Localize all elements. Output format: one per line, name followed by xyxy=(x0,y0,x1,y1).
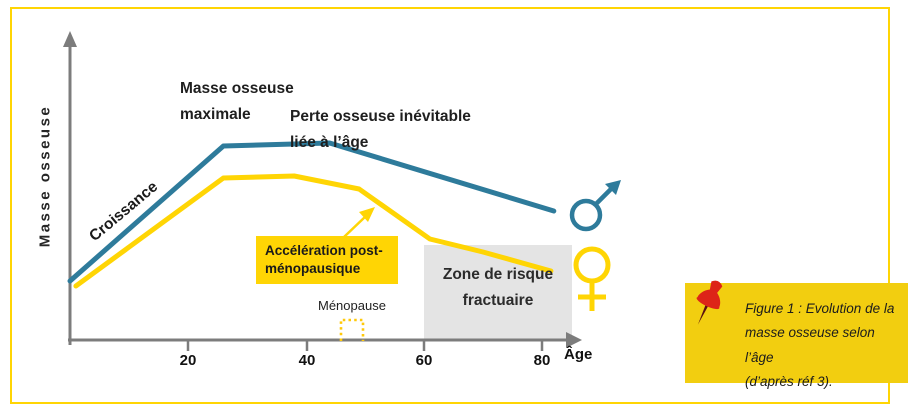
x-tick-label-80: 80 xyxy=(533,352,551,369)
menopause-bracket xyxy=(339,318,365,341)
pushpin-icon xyxy=(696,280,723,325)
x-axis xyxy=(68,332,582,351)
menopause-label: Ménopause xyxy=(318,298,386,313)
post-menopausal-acceleration-callout: Accélération post-ménopausique xyxy=(256,236,398,285)
y-axis-label: Masse osseuse xyxy=(36,104,54,248)
figure-caption-note: Figure 1 : Evolution de la masse osseuse… xyxy=(685,283,908,389)
female-curve xyxy=(73,173,554,289)
acceleration-arrow-icon xyxy=(343,207,375,238)
female-symbol-icon xyxy=(573,246,611,311)
y-axis xyxy=(63,31,77,345)
risk-zone-rect xyxy=(424,245,572,339)
fracture-risk-zone-label: Zone de risque fractuaire xyxy=(442,266,554,310)
male-symbol-icon xyxy=(569,180,621,232)
male-curve xyxy=(67,140,557,284)
x-axis-label: Âge xyxy=(564,346,593,363)
age-related-loss-label: Perte osseuse inévitable liée à l’âge xyxy=(290,108,471,151)
x-tick-label-40: 40 xyxy=(298,352,316,369)
x-tick-label-20: 20 xyxy=(179,352,197,369)
x-tick-label-60: 60 xyxy=(415,352,433,369)
peak-bone-mass-label: Masse osseuse maximale xyxy=(180,80,294,123)
figure-caption-text: Figure 1 : Evolution de la masse osseuse… xyxy=(745,301,895,389)
